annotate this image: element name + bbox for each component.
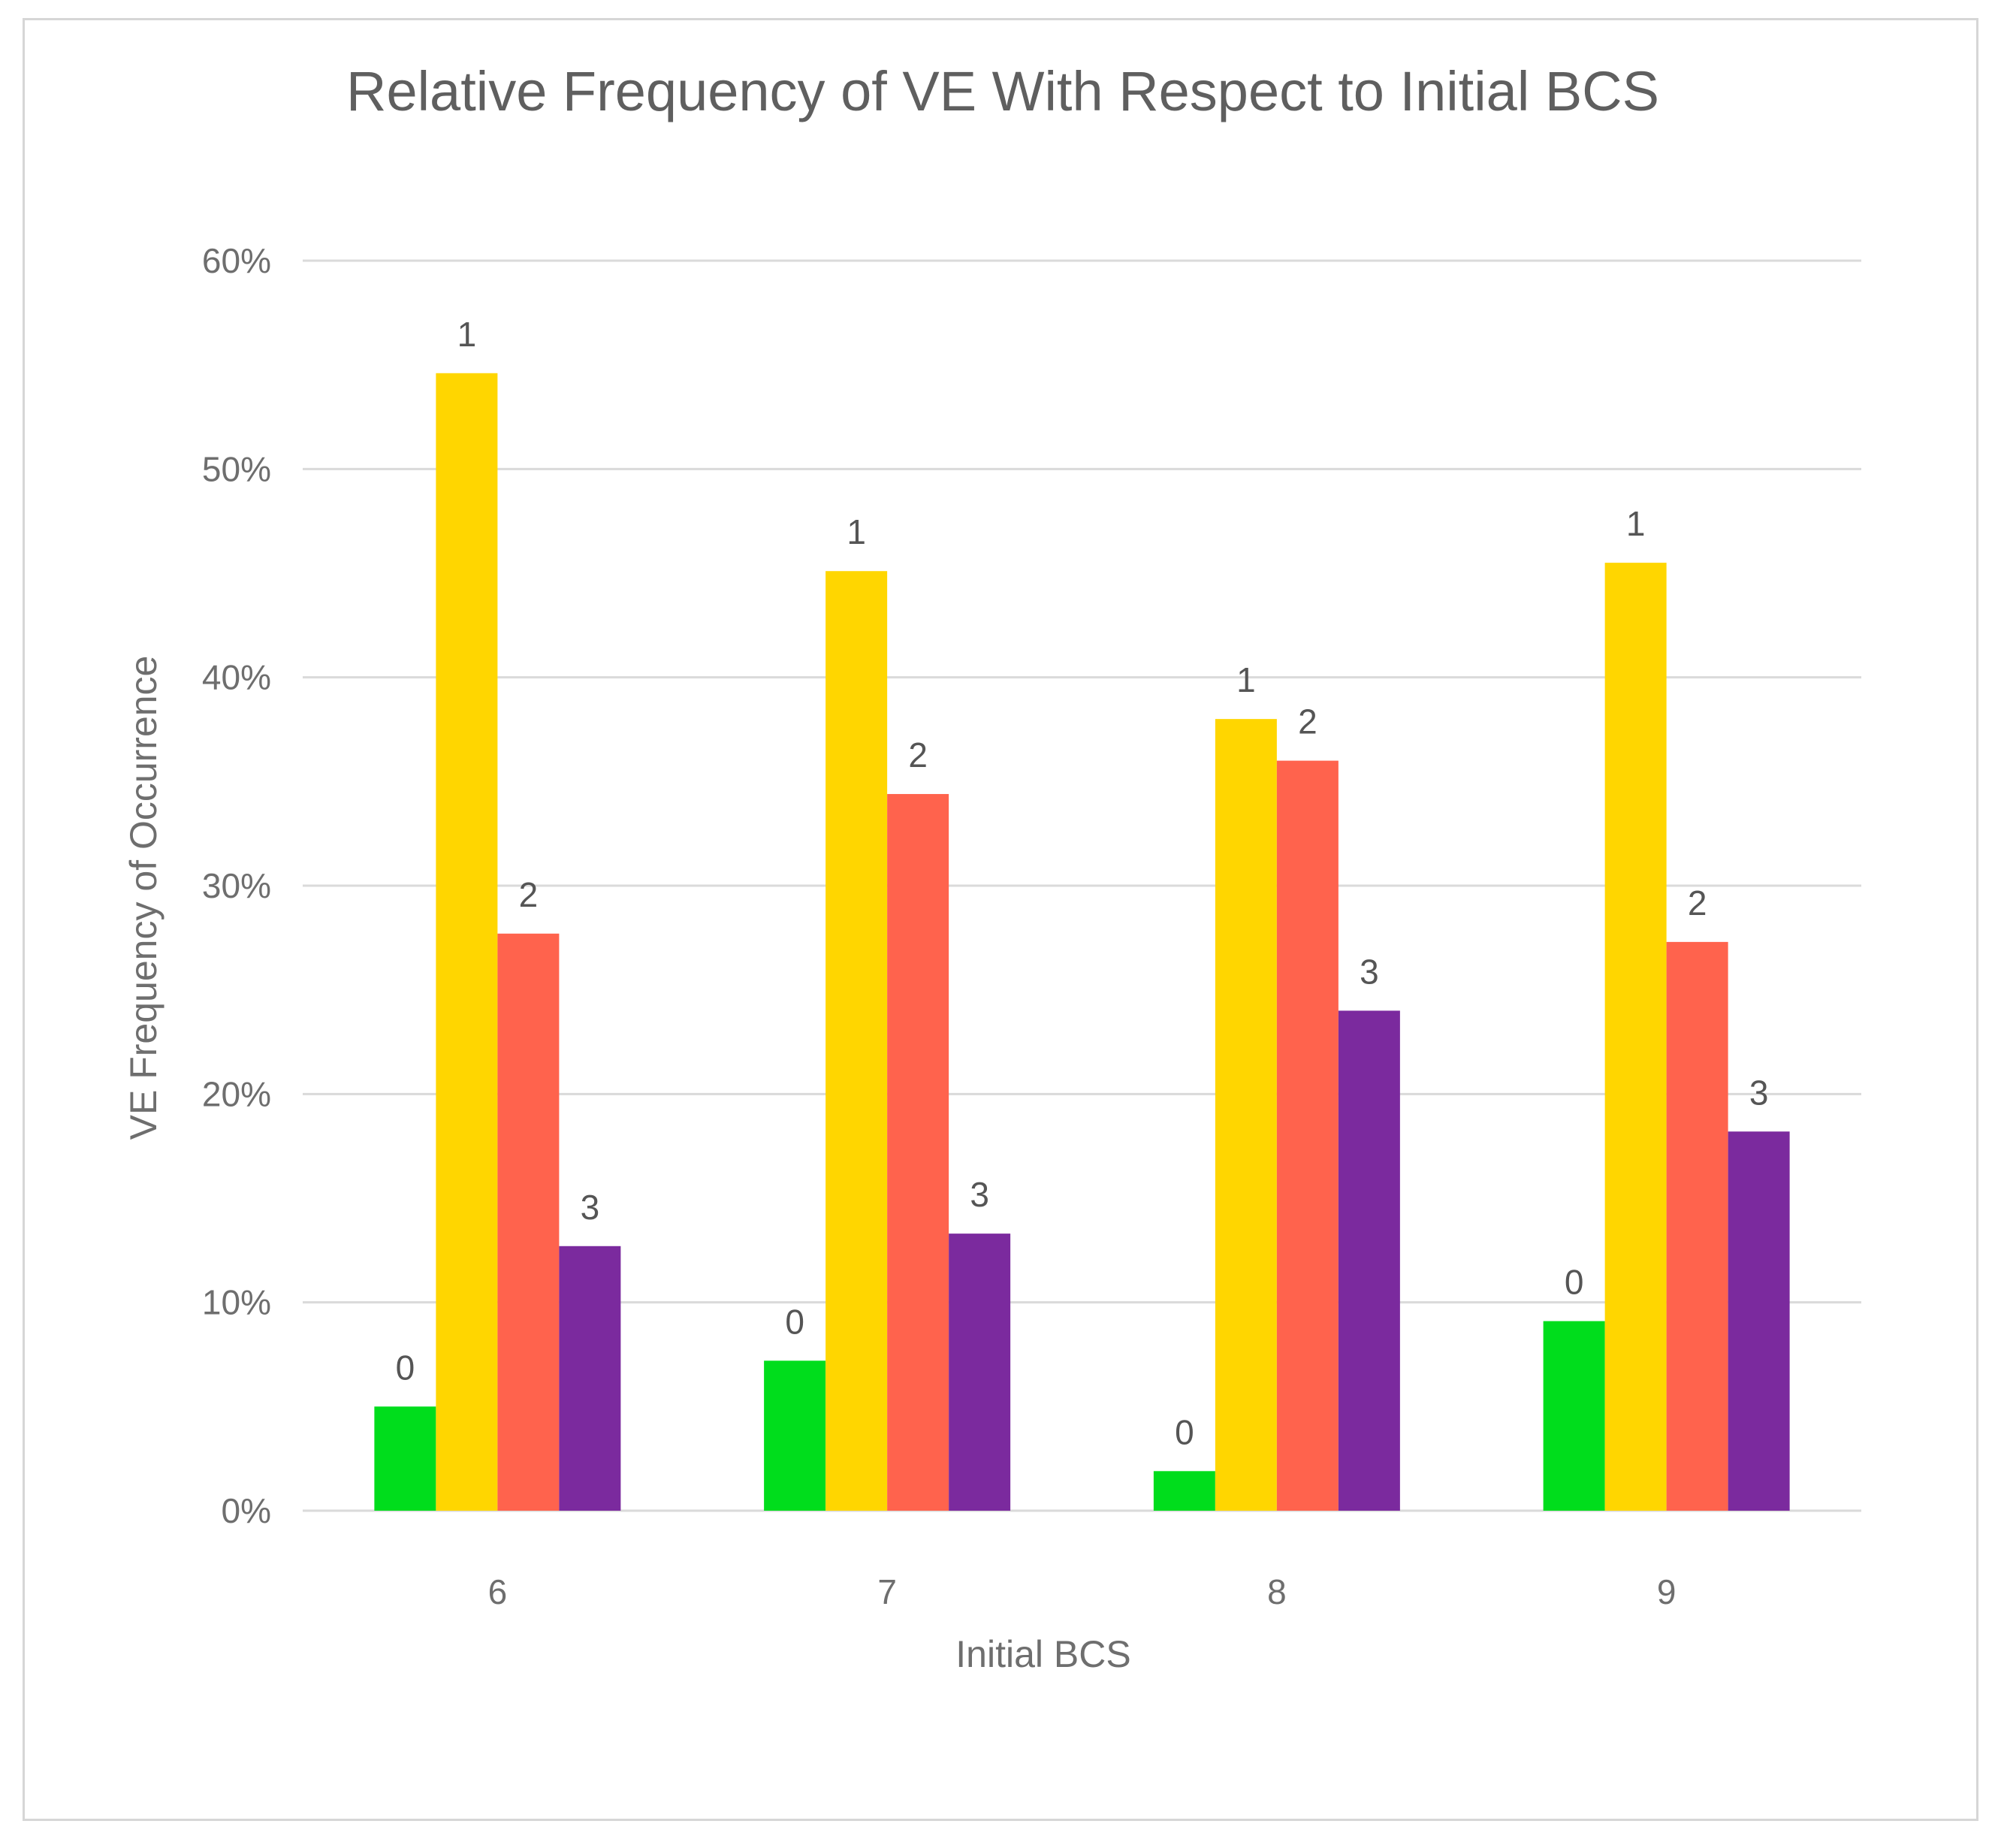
x-tick-label: 8 xyxy=(1267,1572,1287,1611)
bar-data-label: 0 xyxy=(785,1302,804,1341)
bar-6-series-2 xyxy=(497,933,560,1511)
bar-data-label: 3 xyxy=(1360,952,1379,991)
y-axis-ticks: 0% 10% 20% 30% 40% 50% 60% xyxy=(202,241,271,1530)
bar-data-label: 1 xyxy=(457,315,477,354)
bars xyxy=(374,373,1790,1511)
y-tick-label: 60% xyxy=(202,241,271,280)
bar-data-label: 2 xyxy=(908,735,928,775)
x-tick-label: 7 xyxy=(877,1572,897,1611)
bar-data-label: 2 xyxy=(1298,702,1317,741)
bar-7-series-2 xyxy=(887,793,949,1511)
x-axis-label: Initial BCS xyxy=(955,1633,1130,1675)
bar-data-label: 3 xyxy=(1749,1073,1769,1112)
bar-8-series-3 xyxy=(1338,1010,1400,1511)
bar-data-label: 1 xyxy=(847,512,866,551)
y-tick-label: 40% xyxy=(202,658,271,697)
x-axis-ticks: 6 7 8 9 xyxy=(488,1572,1677,1611)
y-tick-label: 10% xyxy=(202,1283,271,1322)
bar-8-series-0 xyxy=(1153,1471,1215,1511)
bar-data-label: 0 xyxy=(1565,1263,1584,1302)
bar-data-label: 3 xyxy=(970,1175,989,1214)
x-tick-label: 6 xyxy=(488,1572,508,1611)
bar-7-series-1 xyxy=(825,571,888,1511)
y-axis-label: VE Frequency of Occurrence xyxy=(122,656,164,1140)
bar-7-series-0 xyxy=(764,1360,826,1511)
bar-data-label: 0 xyxy=(396,1348,415,1387)
bar-9-series-0 xyxy=(1543,1321,1605,1511)
bar-9-series-1 xyxy=(1604,563,1667,1511)
bar-6-series-3 xyxy=(559,1246,621,1511)
x-tick-label: 9 xyxy=(1657,1572,1677,1611)
chart-title: Relative Frequency of VE With Respect to… xyxy=(346,60,1659,122)
bar-chart: Relative Frequency of VE With Respect to… xyxy=(122,60,1861,1675)
y-tick-label: 30% xyxy=(202,866,271,905)
bar-9-series-2 xyxy=(1666,941,1728,1511)
bar-data-label: 1 xyxy=(1626,504,1646,543)
bar-9-series-3 xyxy=(1728,1131,1790,1511)
y-tick-label: 20% xyxy=(202,1074,271,1113)
chart-frame: Relative Frequency of VE With Respect to… xyxy=(23,18,1978,1821)
bar-6-series-1 xyxy=(436,373,498,1511)
bar-8-series-1 xyxy=(1215,719,1277,1511)
bar-data-label: 0 xyxy=(1175,1412,1194,1451)
bar-data-label: 2 xyxy=(519,875,539,914)
bar-data-label: 3 xyxy=(581,1188,600,1227)
bar-6-series-0 xyxy=(374,1406,436,1511)
bar-7-series-3 xyxy=(949,1234,1011,1511)
bar-data-label: 2 xyxy=(1688,883,1707,922)
bar-data-label: 1 xyxy=(1236,660,1256,699)
y-tick-label: 0% xyxy=(222,1491,271,1530)
y-tick-label: 50% xyxy=(202,449,271,488)
bar-labels: 0 1 2 3 0 1 2 3 0 1 2 3 0 1 2 3 xyxy=(396,315,1769,1452)
bar-8-series-2 xyxy=(1276,760,1339,1511)
